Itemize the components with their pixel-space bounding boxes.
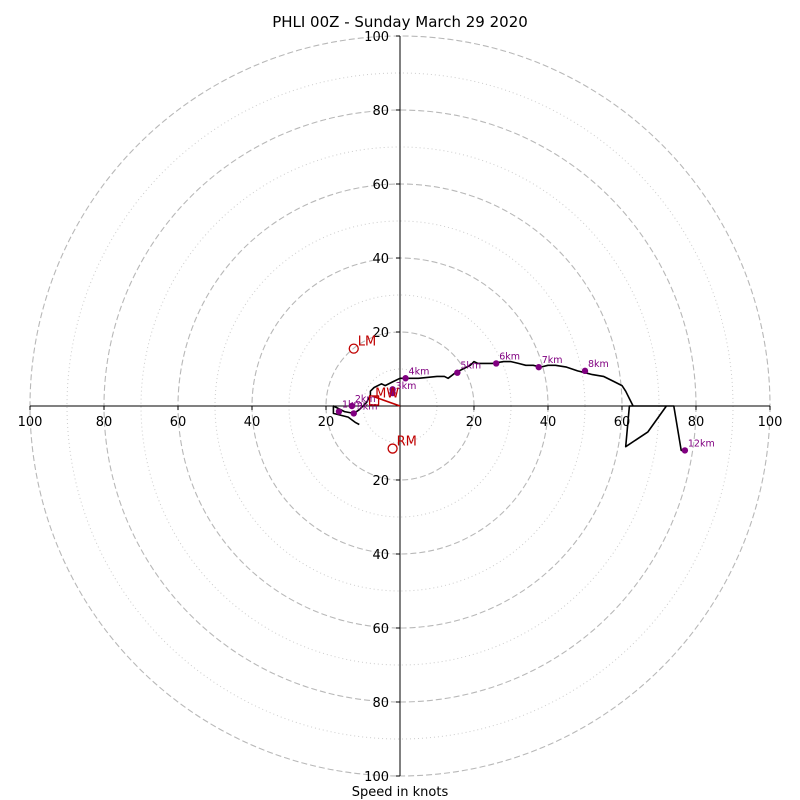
height-marker-label: 3km: [396, 381, 417, 392]
chart-title: PHLI 00Z - Sunday March 29 2020: [272, 13, 528, 31]
x-tick-label: 60: [614, 415, 631, 430]
y-tick-label: 60: [372, 622, 389, 637]
height-marker-label: 12km: [688, 438, 715, 449]
x-tick-label: 20: [318, 415, 335, 430]
hodograph-trace: [332, 360, 685, 452]
x-tick-label: 60: [170, 415, 187, 430]
shear-vector-line: [373, 395, 401, 407]
height-marker-label: 3km: [357, 401, 378, 412]
tick-labels: 100 80 60 40 20 20 40 60 80 100 100 80 60 40 20 20 40 60 8…: [18, 30, 783, 785]
height-marker-point: [389, 389, 396, 397]
mean-wind-label: MW: [375, 386, 399, 401]
left-mover-marker: [348, 343, 359, 354]
y-tick-label: 40: [372, 252, 389, 267]
y-tick-label: 100: [364, 770, 389, 785]
y-tick-label: 20: [372, 474, 389, 489]
x-tick-label: 100: [758, 415, 783, 430]
height-marker-point: [493, 360, 500, 367]
x-tick-label: 80: [688, 415, 705, 430]
y-tick-label: 60: [372, 178, 389, 193]
height-marker-point: [348, 402, 356, 410]
right-mover-marker: [387, 443, 398, 454]
x-tick-label: 100: [18, 415, 43, 430]
height-marker-point: [681, 447, 689, 454]
left-mover-label: LM: [358, 335, 376, 350]
y-tick-label: 100: [364, 30, 389, 45]
y-tick-label: 80: [372, 104, 389, 119]
height-marker-label: 6km: [499, 351, 520, 362]
height-marker-point: [402, 375, 409, 382]
hodograph-line: [332, 360, 685, 452]
x-tick-label: 80: [96, 415, 113, 430]
storm-motion-markers: LM RM MW: [348, 335, 417, 454]
height-marker-point: [335, 408, 343, 415]
height-marker-point: [581, 367, 589, 375]
height-markers: 1km2km3km3km4km5km6km7km8km12km: [335, 351, 715, 454]
x-tick-label: 40: [540, 415, 557, 430]
y-tick-label: 20: [372, 326, 389, 341]
y-tick-label: 80: [372, 696, 389, 711]
x-tick-label: 20: [466, 415, 483, 430]
height-marker-label: 4km: [409, 366, 430, 377]
height-marker-label: 8km: [588, 359, 609, 370]
mean-wind-marker: [368, 395, 380, 406]
y-tick-label: 40: [372, 548, 389, 563]
x-axis-label: Speed in knots: [352, 785, 449, 800]
height-marker-point: [535, 363, 542, 371]
height-marker-label: 5km: [460, 361, 481, 372]
height-marker-point: [454, 369, 461, 376]
height-marker-label: 2km: [355, 394, 376, 405]
x-tick-label: 40: [244, 415, 261, 430]
right-mover-label: RM: [397, 435, 417, 450]
height-marker-point: [350, 410, 357, 417]
height-marker-label: 7km: [542, 355, 563, 366]
